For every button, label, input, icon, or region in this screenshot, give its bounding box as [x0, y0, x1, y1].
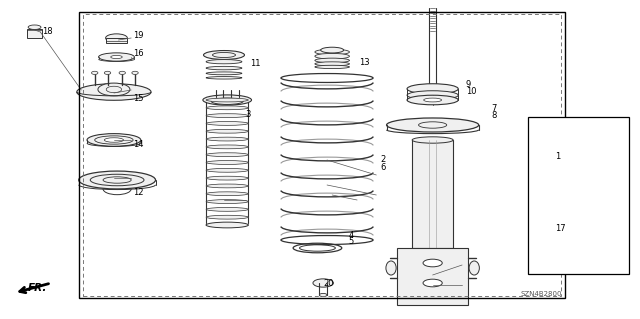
- Ellipse shape: [206, 222, 248, 228]
- Ellipse shape: [206, 77, 242, 79]
- Ellipse shape: [206, 215, 248, 219]
- Bar: [27, 29, 42, 38]
- Ellipse shape: [212, 52, 236, 57]
- Text: 16: 16: [133, 49, 144, 58]
- Ellipse shape: [206, 200, 248, 204]
- Ellipse shape: [319, 293, 327, 297]
- Ellipse shape: [424, 98, 442, 102]
- Text: 17: 17: [555, 224, 566, 233]
- Ellipse shape: [419, 122, 447, 128]
- Text: 3: 3: [245, 110, 250, 119]
- Ellipse shape: [87, 134, 141, 146]
- Ellipse shape: [313, 279, 333, 287]
- Ellipse shape: [315, 58, 349, 63]
- Ellipse shape: [206, 106, 248, 110]
- Ellipse shape: [315, 62, 349, 66]
- Ellipse shape: [28, 25, 41, 29]
- Text: 9: 9: [466, 80, 471, 89]
- Ellipse shape: [206, 98, 248, 102]
- Text: 18: 18: [42, 27, 52, 36]
- Text: 15: 15: [133, 94, 143, 103]
- Ellipse shape: [119, 71, 125, 74]
- Ellipse shape: [206, 137, 248, 141]
- Text: 12: 12: [133, 189, 143, 197]
- Ellipse shape: [533, 146, 548, 152]
- Ellipse shape: [103, 177, 131, 183]
- Ellipse shape: [90, 174, 144, 186]
- Text: 13: 13: [359, 58, 370, 67]
- Ellipse shape: [206, 192, 248, 196]
- Ellipse shape: [104, 138, 124, 142]
- Ellipse shape: [206, 153, 248, 157]
- Ellipse shape: [206, 60, 242, 64]
- Ellipse shape: [106, 86, 122, 93]
- Bar: [528, 117, 629, 274]
- Text: 6: 6: [380, 163, 385, 172]
- Ellipse shape: [407, 91, 458, 100]
- Ellipse shape: [206, 72, 242, 75]
- Ellipse shape: [204, 50, 244, 59]
- Bar: [412, 140, 453, 248]
- Ellipse shape: [387, 118, 479, 132]
- Ellipse shape: [98, 83, 130, 96]
- Ellipse shape: [469, 261, 479, 275]
- Ellipse shape: [206, 114, 248, 117]
- Bar: [79, 12, 565, 298]
- Ellipse shape: [211, 98, 243, 104]
- Ellipse shape: [412, 137, 453, 143]
- Ellipse shape: [578, 159, 593, 165]
- Text: 4: 4: [349, 231, 354, 240]
- Text: 11: 11: [250, 59, 260, 68]
- Text: FR.: FR.: [28, 283, 47, 293]
- Text: 5: 5: [349, 237, 354, 246]
- Ellipse shape: [206, 122, 248, 125]
- Ellipse shape: [77, 84, 151, 100]
- Ellipse shape: [578, 184, 593, 191]
- Bar: [83, 14, 561, 296]
- Ellipse shape: [92, 71, 98, 74]
- Ellipse shape: [315, 49, 349, 55]
- Text: 7: 7: [492, 104, 497, 113]
- Ellipse shape: [104, 71, 111, 74]
- Ellipse shape: [206, 129, 248, 133]
- Text: 1: 1: [555, 152, 560, 161]
- Text: 10: 10: [466, 87, 476, 96]
- Ellipse shape: [407, 84, 458, 94]
- Ellipse shape: [203, 95, 252, 105]
- Bar: [106, 38, 127, 43]
- Text: 14: 14: [133, 140, 143, 149]
- Text: 20: 20: [323, 279, 333, 288]
- Ellipse shape: [111, 56, 122, 59]
- Ellipse shape: [315, 53, 349, 59]
- Ellipse shape: [321, 47, 344, 53]
- Ellipse shape: [206, 160, 248, 164]
- Ellipse shape: [206, 145, 248, 149]
- Ellipse shape: [132, 71, 138, 74]
- Ellipse shape: [315, 65, 349, 69]
- Ellipse shape: [206, 176, 248, 180]
- Text: 19: 19: [133, 31, 143, 40]
- Ellipse shape: [99, 53, 134, 61]
- Text: SZN4B2800: SZN4B2800: [520, 291, 562, 297]
- Ellipse shape: [423, 279, 442, 287]
- Ellipse shape: [79, 171, 156, 189]
- Text: 2: 2: [380, 155, 385, 164]
- Ellipse shape: [407, 95, 458, 105]
- Ellipse shape: [533, 172, 548, 178]
- Ellipse shape: [533, 243, 546, 249]
- Ellipse shape: [206, 66, 242, 70]
- Ellipse shape: [206, 207, 248, 211]
- Bar: [573, 238, 611, 250]
- Text: 8: 8: [492, 111, 497, 120]
- Ellipse shape: [206, 168, 248, 172]
- Ellipse shape: [206, 223, 248, 227]
- Ellipse shape: [386, 261, 396, 275]
- Ellipse shape: [106, 34, 127, 42]
- Ellipse shape: [206, 184, 248, 188]
- Bar: [397, 248, 468, 305]
- Ellipse shape: [95, 136, 133, 144]
- Ellipse shape: [423, 259, 442, 267]
